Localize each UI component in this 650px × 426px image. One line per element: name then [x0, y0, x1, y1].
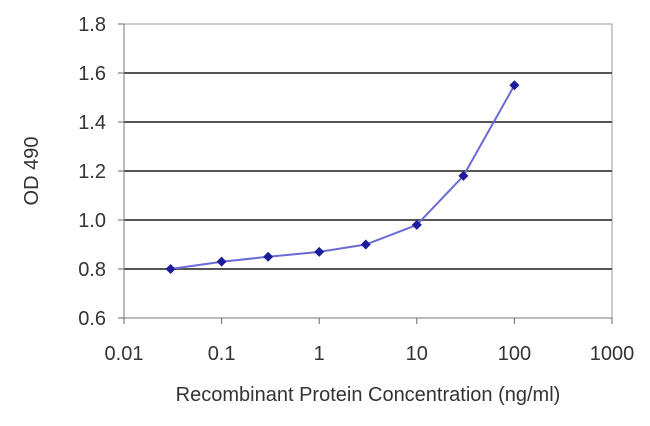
y-tick-label: 0.6 — [78, 308, 106, 330]
series-line-layer — [170, 84, 516, 270]
data-point — [458, 170, 469, 181]
x-tick-label: 100 — [498, 343, 531, 365]
y-tick-label: 1.4 — [78, 112, 106, 134]
x-tick-label: 1 — [314, 343, 325, 365]
y-tick-label: 1.0 — [78, 210, 106, 232]
data-point — [509, 80, 520, 91]
x-tick-label: 10 — [406, 343, 428, 365]
data-points — [165, 80, 520, 274]
data-point — [314, 246, 325, 257]
x-tick-label: 0.01 — [105, 343, 144, 365]
axes — [118, 23, 613, 324]
x-tick-label: 1000 — [590, 343, 635, 365]
x-tick-label: 0.1 — [208, 343, 236, 365]
x-axis-title: Recombinant Protein Concentration (ng/ml… — [176, 384, 561, 406]
y-axis-title: OD 490 — [21, 137, 43, 206]
data-point — [216, 256, 227, 267]
data-point — [263, 251, 274, 262]
y-tick-label: 1.6 — [78, 63, 106, 85]
series-line — [170, 84, 516, 270]
tick-labels: 0.6 0.8 1.0 1.2 1.4 1.6 1.8 0.01 0.1 1 10 100 1000 — [78, 14, 634, 365]
y-tick-label: 1.8 — [78, 14, 106, 36]
y-tick-label: 0.8 — [78, 259, 106, 281]
y-tick-label: 1.2 — [78, 161, 106, 183]
data-point — [411, 219, 422, 230]
gridlines — [124, 72, 612, 270]
data-point — [165, 264, 176, 274]
data-point — [360, 239, 371, 250]
